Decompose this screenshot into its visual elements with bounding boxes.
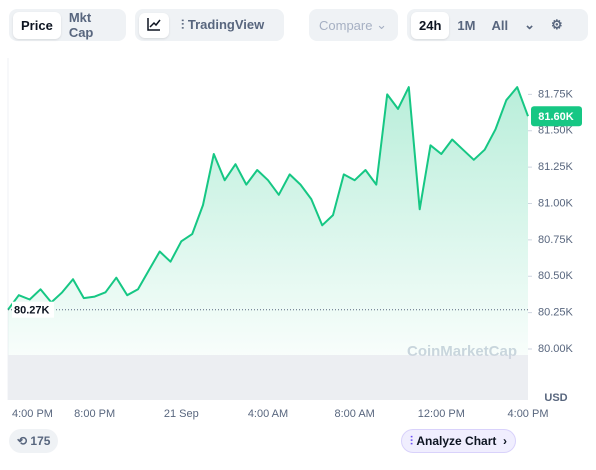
- icon: [147, 17, 161, 31]
- unit: USD: [544, 392, 567, 404]
- tab[interactable]: Mkt Cap: [68, 10, 94, 40]
- tab-group: Price Mkt Cap: [9, 9, 126, 41]
- analyze-chart[interactable]: ⫶ Analyze Chart ›: [401, 429, 517, 453]
- price-line: [7, 86, 529, 311]
- tab[interactable]: Price: [13, 11, 61, 39]
- analyze-label: Analyze Chart: [416, 434, 497, 448]
- x-tick-label: 4:00 AM: [248, 408, 288, 420]
- y-tick-label: 80.75K: [538, 234, 574, 246]
- chart: CoinMarketCap USD 80.00K80.25K80.50K80.7…: [7, 58, 582, 420]
- y-tick-label: 81.25K: [538, 161, 574, 173]
- range[interactable]: All: [491, 17, 509, 33]
- x-tick-label: 8:00 PM: [74, 408, 115, 420]
- y-tick-label: 80.00K: [538, 343, 574, 355]
- x-tick-label: 12:00 PM: [418, 408, 465, 420]
- x-tick-label: 4:00 PM: [12, 408, 53, 420]
- x-tick-label: 8:00 AM: [334, 408, 374, 420]
- reference-label-bg: [12, 301, 54, 318]
- tool-group: ⫶ TradingView: [135, 9, 284, 41]
- reference-label: 80.27K: [14, 305, 50, 317]
- compare-label: Compare: [319, 17, 373, 33]
- range[interactable]: 1M: [457, 17, 476, 33]
- x-tick-label: 4:00 PM: [508, 408, 549, 420]
- current-badge: [531, 106, 582, 127]
- y-tick-label: 81.50K: [538, 125, 574, 137]
- y-tick-label: 80.25K: [538, 307, 574, 319]
- range[interactable]: 24h: [411, 11, 450, 39]
- settings[interactable]: ⚙: [551, 17, 563, 32]
- x-tick-label: 21 Sep: [164, 408, 199, 420]
- y-tick-label: 80.50K: [538, 270, 574, 282]
- y-tick-label: 81.75K: [538, 88, 574, 100]
- dropdown[interactable]: ⌄: [524, 17, 535, 32]
- comments-count: 175: [30, 434, 51, 448]
- line-icon[interactable]: [139, 12, 169, 38]
- comments[interactable]: ⟲ 175: [9, 429, 59, 453]
- tradingview-label: TradingView: [187, 17, 265, 32]
- volume-area: [8, 355, 528, 400]
- compare[interactable]: Compare ⌄: [309, 9, 398, 41]
- current-label: 81.60K: [538, 111, 574, 123]
- y-tick-label: 81.00K: [538, 197, 574, 209]
- range-group: 24h 1M All ⌄ ⚙: [407, 9, 588, 41]
- tradingview[interactable]: ⫶ TradingView: [181, 17, 265, 32]
- area: [8, 87, 528, 355]
